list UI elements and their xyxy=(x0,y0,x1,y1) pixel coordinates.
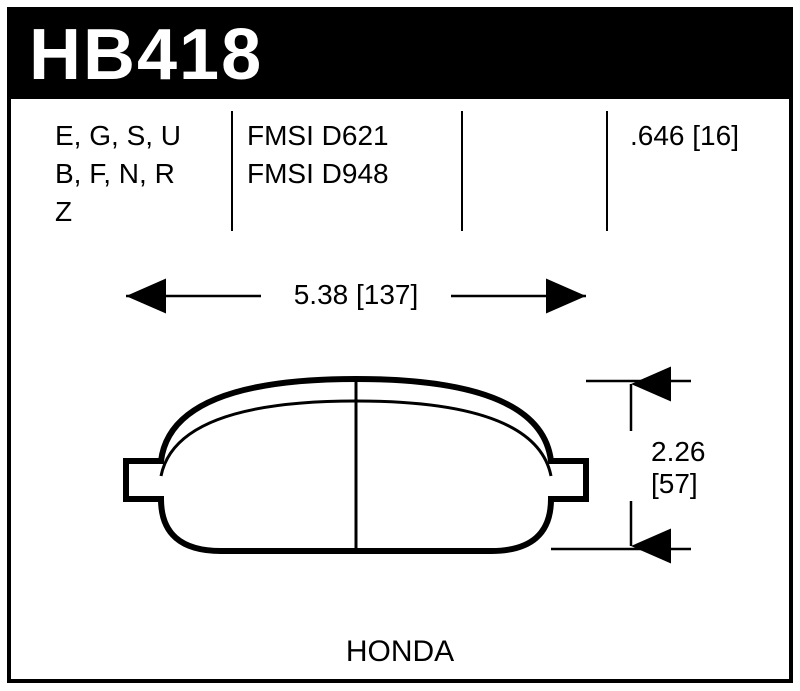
spec-compounds: E, G, S, U B, F, N, R Z xyxy=(41,111,231,231)
spec-fmsi: FMSI D621 FMSI D948 xyxy=(231,111,461,231)
spec-row: E, G, S, U B, F, N, R Z FMSI D621 FMSI D… xyxy=(41,111,771,231)
thickness-inches: .646 xyxy=(630,120,685,151)
part-number: HB418 xyxy=(29,14,263,96)
brake-pad-svg xyxy=(11,251,791,681)
fmsi-line1: FMSI D621 xyxy=(247,117,447,155)
thickness-mm: [16] xyxy=(692,120,739,151)
header-bar: HB418 xyxy=(11,11,789,99)
outer-frame: HB418 E, G, S, U B, F, N, R Z FMSI D621 … xyxy=(7,7,793,683)
diagram-area: 5.38 [137] 2.26 [57] xyxy=(11,251,789,681)
compounds-line3: Z xyxy=(55,193,217,231)
spec-spacer xyxy=(461,111,606,231)
brand-label: HONDA xyxy=(11,635,789,669)
compounds-line2: B, F, N, R xyxy=(55,155,217,193)
compounds-line1: E, G, S, U xyxy=(55,117,217,155)
fmsi-line2: FMSI D948 xyxy=(247,155,447,193)
spec-thickness: .646 [16] xyxy=(606,111,771,231)
